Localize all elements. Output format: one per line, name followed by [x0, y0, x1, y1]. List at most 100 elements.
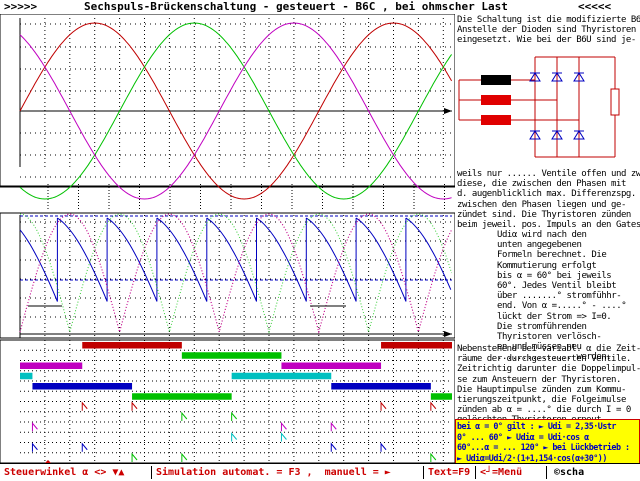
panel-text-line: tierungszeitpunkt, die Folgeimulse — [457, 395, 626, 405]
formula-line: ► Udiα=Udi/2·(1+1,154·cos(α+30°)) — [457, 452, 607, 463]
gate-scope-frame — [0, 339, 455, 463]
formula-line: 0° ... 60° ► Udiα = Udi·cos α — [457, 431, 589, 442]
gate-pulse — [380, 401, 387, 411]
gate-pulse — [280, 421, 287, 432]
panel-text-line: Die stromführenden — [497, 321, 587, 332]
panel-text-line: diese, die zwischen den Phasen mit — [457, 179, 626, 190]
panel-text-line: Die Hauptimpulse zünden zum Kommu- — [457, 384, 626, 395]
status-separator — [151, 466, 152, 479]
b6c-circuit-diagram — [455, 49, 640, 171]
gate-pulse — [181, 411, 188, 421]
status-separator — [475, 466, 476, 479]
thyristor-symbol — [529, 130, 541, 140]
phase-curve — [19, 22, 453, 200]
envelope-curve — [19, 213, 453, 334]
simulation-key[interactable]: Simulation automat. = F3 , manuell = ► — [156, 467, 391, 478]
formula-box: bei α = 0° gilt : ► Udi = 2,35·Ustr 0° ..… — [455, 419, 640, 465]
panel-text-line: zwischen den Phasen liegen und ge- — [457, 199, 626, 210]
panel-text-line: en und müssen neu — [497, 342, 582, 353]
top-scope-frame — [0, 14, 455, 188]
panel-text-line: se zum Ansteuern der Thyristoren. — [457, 374, 621, 385]
formula-line: 60°...α = ... 120° ► bei Lückbetrieb : — [457, 442, 630, 452]
valve-conduction-bar — [132, 393, 232, 400]
panel-text-line: Anstelle der Dioden sind Thyristoren — [457, 25, 636, 36]
gate-pulse — [181, 452, 188, 462]
mid-scope-curves — [19, 213, 453, 334]
phase-curve — [19, 22, 452, 200]
valve-conduction-bar — [430, 393, 452, 400]
mid-scope-grid — [0, 212, 455, 339]
source-winding-l2 — [481, 95, 511, 105]
status-bar: Steuerwinkel α <> ▼▲ Simulation automat.… — [0, 463, 640, 481]
valve-conduction-bar — [20, 372, 33, 380]
gate-pulse — [280, 432, 287, 442]
explanation-panel: Die Schaltung ist die modifizierte B6U. A… — [455, 14, 640, 464]
panel-text-line: bis α = 60° bei jeweils — [497, 270, 612, 281]
panel-text-line: weils nur ...... Ventile offen und zwar — [457, 169, 640, 179]
gate-pulse — [380, 442, 387, 452]
thyristor-symbol — [573, 72, 585, 82]
gate-pulse — [31, 442, 38, 452]
formula-line: bei α = 0° gilt : ► Udi = 2,35·Ustr — [457, 421, 616, 431]
circuit-background — [455, 49, 640, 171]
thyristor-symbol — [529, 72, 541, 82]
thyristor-symbol — [573, 130, 585, 140]
gate-pulse — [31, 421, 38, 432]
valve-conduction-bar — [331, 383, 431, 390]
panel-text-line: über .......° stromfühhr- — [497, 291, 622, 302]
steuerwinkel-key[interactable]: Steuerwinkel α <> ▼▲ — [4, 467, 125, 478]
gate-pulse — [430, 401, 437, 411]
title-right-arrows: <<<<< — [578, 0, 612, 13]
title-left-arrows: >>>>> — [4, 0, 38, 13]
valve-conduction-bar — [20, 362, 83, 369]
x-axis-arrow — [444, 331, 452, 337]
panel-text-line: Zeitrichtig darunter die Doppelimpul- — [457, 364, 640, 375]
source-winding-l3 — [481, 115, 511, 125]
menu-key[interactable]: <┘=Menü — [480, 467, 523, 478]
thyristor-symbol — [551, 130, 563, 140]
panel-text-line: Nebenstehend bei variabl. α die Zeit- — [457, 344, 640, 354]
panel-text-line: Kommutierung erfolgt — [497, 260, 597, 271]
panel-text-line: Thyristoren verlösch- — [497, 332, 602, 342]
status-separator — [546, 466, 547, 479]
title-bar: >>>>> Sechspuls-Brückenschaltung - geste… — [0, 0, 640, 15]
gate-scope-grid — [0, 339, 455, 463]
panel-text-line: räume der durchgesteuerten Ventile. — [457, 354, 631, 365]
panel-text-line: Formeln berechnet. Die — [497, 250, 607, 261]
gate-pulse — [330, 421, 337, 432]
gate-scope-bars — [20, 342, 452, 463]
gate-pulse — [131, 452, 138, 462]
valve-conduction-bar — [381, 342, 452, 349]
panel-text-line: ............... werden. — [497, 352, 612, 363]
gate-pulse — [131, 401, 138, 411]
mid-scope-frame — [0, 212, 455, 339]
thyristor-symbol — [551, 72, 563, 82]
time-marker — [45, 460, 51, 463]
panel-text-line: Die Schaltung ist die modifizierte B6U. — [457, 15, 640, 25]
source-winding-l1 — [481, 75, 511, 85]
panel-text-line: eingesetzt. Wie bei der B6U sind je- — [457, 35, 636, 46]
gate-pulse — [231, 432, 238, 442]
panel-text-line: end. Von α =.....° - ....° — [497, 301, 627, 312]
phase-curve — [19, 22, 453, 200]
panel-text-line: zündet sind. Die Thyristoren zünden — [457, 209, 631, 220]
panel-text-line: zünden ab α = ....° die durch I = 0 — [457, 405, 631, 416]
valve-conduction-bar — [32, 383, 133, 390]
valve-conduction-bar — [231, 372, 332, 380]
panel-text-line: unten angegebenen — [497, 240, 582, 251]
gate-pulse — [81, 442, 88, 452]
valve-conduction-bar — [181, 352, 282, 359]
load-resistor — [610, 88, 620, 116]
gate-pulse — [81, 401, 88, 411]
window-title: Sechspuls-Brückenschaltung - gesteuert -… — [84, 0, 508, 13]
gate-pulse — [330, 442, 337, 452]
oscilloscope-area — [0, 14, 455, 463]
panel-text-line: Udiα wird nach den — [497, 230, 587, 240]
text-key[interactable]: Text=F9 — [428, 467, 471, 478]
status-separator — [423, 466, 424, 479]
x-axis-arrow — [444, 108, 452, 114]
copyright: ©scha — [554, 467, 585, 478]
panel-text-line: lückt der Strom => I=0. — [497, 311, 612, 322]
panel-text-line: 60°. Jedes Ventil bleibt — [497, 281, 617, 291]
valve-conduction-bar — [281, 362, 382, 369]
